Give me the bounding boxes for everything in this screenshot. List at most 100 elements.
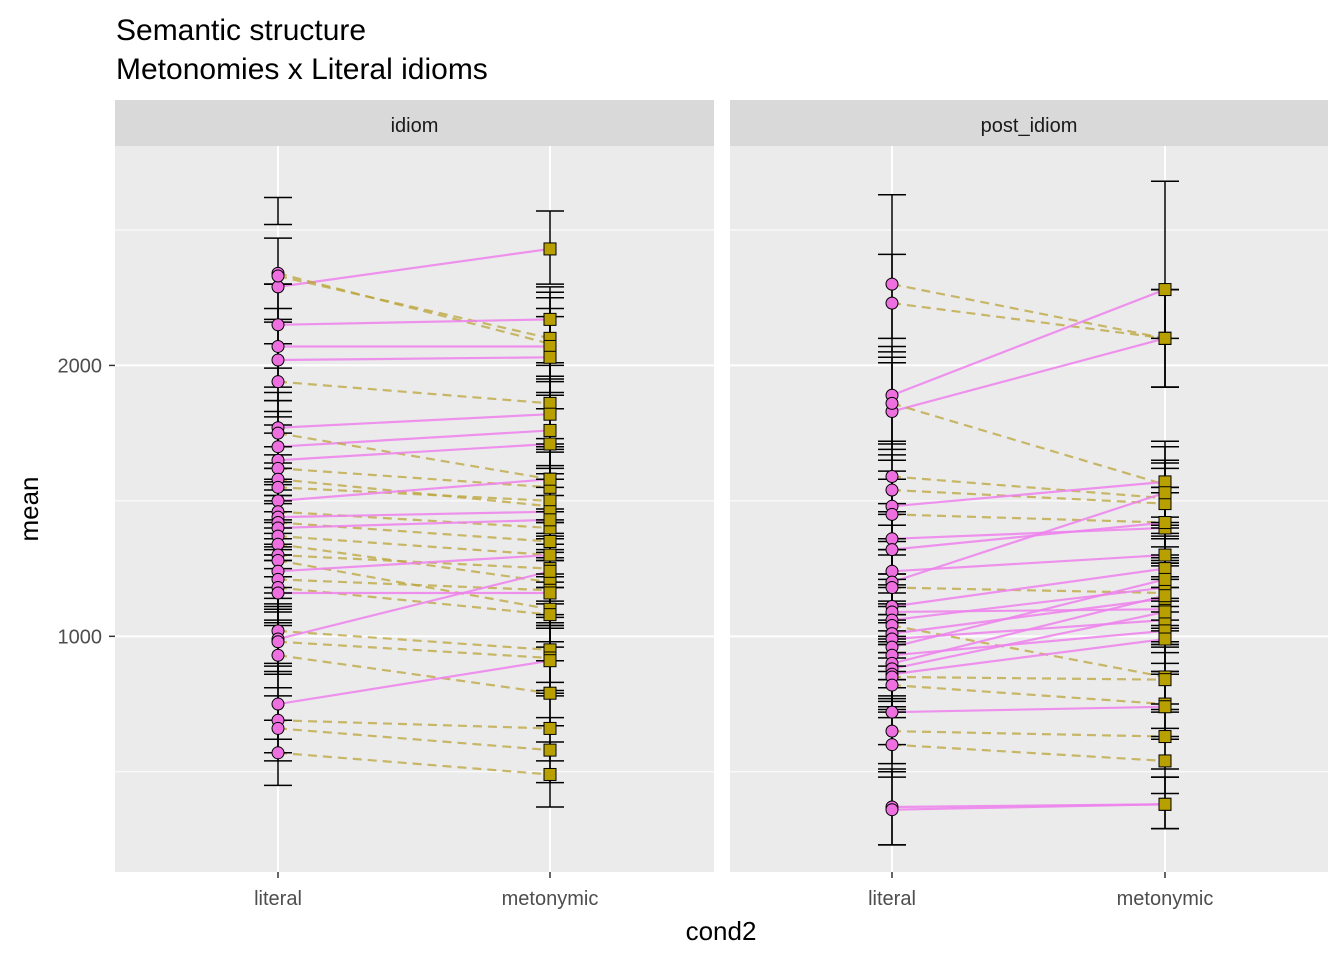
series-line-decrease bbox=[891, 675, 1166, 681]
series-line-increase bbox=[277, 510, 551, 519]
metonymic-point bbox=[1158, 589, 1172, 603]
literal-point bbox=[271, 721, 285, 735]
series-line-increase bbox=[277, 478, 551, 502]
metonymic-point bbox=[543, 535, 557, 549]
y-tick-label: 2000 bbox=[58, 355, 103, 377]
metonymic-point bbox=[543, 350, 557, 364]
metonymic-point bbox=[1158, 283, 1172, 297]
series-line-decrease bbox=[277, 432, 551, 481]
facet-label-post-idiom: post_idiom bbox=[981, 115, 1078, 137]
series-line-increase bbox=[891, 608, 1166, 614]
series-line-increase bbox=[891, 637, 1166, 676]
series-line-decrease bbox=[277, 751, 551, 776]
literal-point bbox=[885, 277, 899, 291]
literal-point bbox=[885, 396, 899, 410]
series-line-increase bbox=[891, 337, 1166, 413]
metonymic-point bbox=[1158, 632, 1172, 646]
metonymic-point bbox=[543, 548, 557, 562]
metonymic-point bbox=[543, 494, 557, 508]
literal-point bbox=[271, 269, 285, 283]
metonymic-point bbox=[1158, 754, 1172, 768]
metonymic-point bbox=[543, 396, 557, 410]
metonymic-point bbox=[1158, 700, 1172, 714]
metonymic-point bbox=[543, 312, 557, 326]
panel-post-idiom bbox=[730, 146, 1328, 872]
series-line-decrease bbox=[277, 719, 551, 730]
y-axis-label: mean bbox=[14, 476, 44, 541]
series-line-decrease bbox=[277, 510, 551, 530]
chart-title: Semantic structure bbox=[116, 14, 366, 47]
series-line-increase bbox=[891, 567, 1166, 608]
facet-strip-post-idiom bbox=[730, 100, 1328, 146]
facet-strip-idiom bbox=[115, 100, 714, 146]
series-line-increase bbox=[277, 442, 551, 462]
literal-point bbox=[271, 537, 285, 551]
y-tick-label: 1000 bbox=[58, 626, 103, 648]
metonymic-point bbox=[1158, 475, 1172, 489]
metonymic-point bbox=[543, 586, 557, 600]
series-line-decrease bbox=[891, 743, 1166, 763]
series-line-decrease bbox=[277, 274, 551, 340]
metonymic-point bbox=[543, 339, 557, 353]
series-line-increase bbox=[277, 553, 551, 573]
series-line-increase bbox=[891, 803, 1166, 811]
series-line-decrease bbox=[891, 302, 1166, 340]
x-axis-label: cond2 bbox=[686, 916, 757, 946]
literal-point bbox=[885, 543, 899, 557]
literal-point bbox=[885, 581, 899, 595]
series-lines bbox=[277, 247, 1166, 811]
literal-point bbox=[271, 280, 285, 294]
literal-point bbox=[271, 339, 285, 353]
series-line-increase bbox=[277, 247, 551, 288]
literal-point bbox=[271, 426, 285, 440]
metonymic-point bbox=[543, 242, 557, 256]
x-tick-label: metonymic bbox=[1117, 888, 1214, 910]
series-line-decrease bbox=[277, 272, 551, 345]
series-line-increase bbox=[891, 521, 1166, 551]
literal-point bbox=[271, 635, 285, 649]
metonymic-point bbox=[1158, 516, 1172, 530]
metonymic-point bbox=[543, 472, 557, 486]
literal-point bbox=[271, 375, 285, 389]
series-line-decrease bbox=[277, 478, 551, 508]
literal-point bbox=[885, 296, 899, 310]
chart-subtitle: Metonomies x Literal idioms bbox=[116, 53, 488, 86]
series-line-increase bbox=[891, 594, 1166, 665]
metonymic-point bbox=[1158, 548, 1172, 562]
literal-point bbox=[271, 353, 285, 367]
series-line-decrease bbox=[891, 475, 1166, 500]
series-line-decrease bbox=[891, 683, 1166, 706]
series-line-increase bbox=[891, 491, 1166, 584]
literal-point bbox=[271, 553, 285, 567]
metonymic-point bbox=[543, 743, 557, 757]
literal-point bbox=[885, 532, 899, 546]
series-line-increase bbox=[277, 659, 551, 706]
literal-point bbox=[271, 494, 285, 508]
series-line-increase bbox=[277, 518, 551, 530]
metonymic-point bbox=[543, 437, 557, 451]
series-line-decrease bbox=[277, 380, 551, 405]
series-line-increase bbox=[891, 597, 1166, 635]
series-line-decrease bbox=[277, 553, 551, 570]
series-line-decrease bbox=[891, 513, 1166, 524]
series-line-decrease bbox=[891, 402, 1166, 486]
series-line-increase bbox=[891, 480, 1166, 508]
metonymic-point bbox=[1158, 497, 1172, 511]
literal-point bbox=[271, 440, 285, 454]
series-line-increase bbox=[891, 705, 1166, 714]
metonymic-point bbox=[543, 654, 557, 668]
series-line-decrease bbox=[277, 486, 551, 502]
data-points bbox=[271, 242, 1172, 817]
axes: literal metonymic literal metonymic 1000 2000 bbox=[58, 355, 1214, 910]
metonymic-point bbox=[1158, 572, 1172, 586]
series-line-increase bbox=[277, 413, 551, 429]
series-line-increase bbox=[891, 586, 1166, 622]
series-line-decrease bbox=[891, 624, 1166, 679]
series-line-increase bbox=[891, 526, 1166, 540]
literal-point bbox=[885, 564, 899, 578]
literal-point bbox=[885, 724, 899, 738]
literal-point bbox=[271, 480, 285, 494]
facet-label-idiom: idiom bbox=[391, 115, 439, 137]
literal-point bbox=[885, 705, 899, 719]
